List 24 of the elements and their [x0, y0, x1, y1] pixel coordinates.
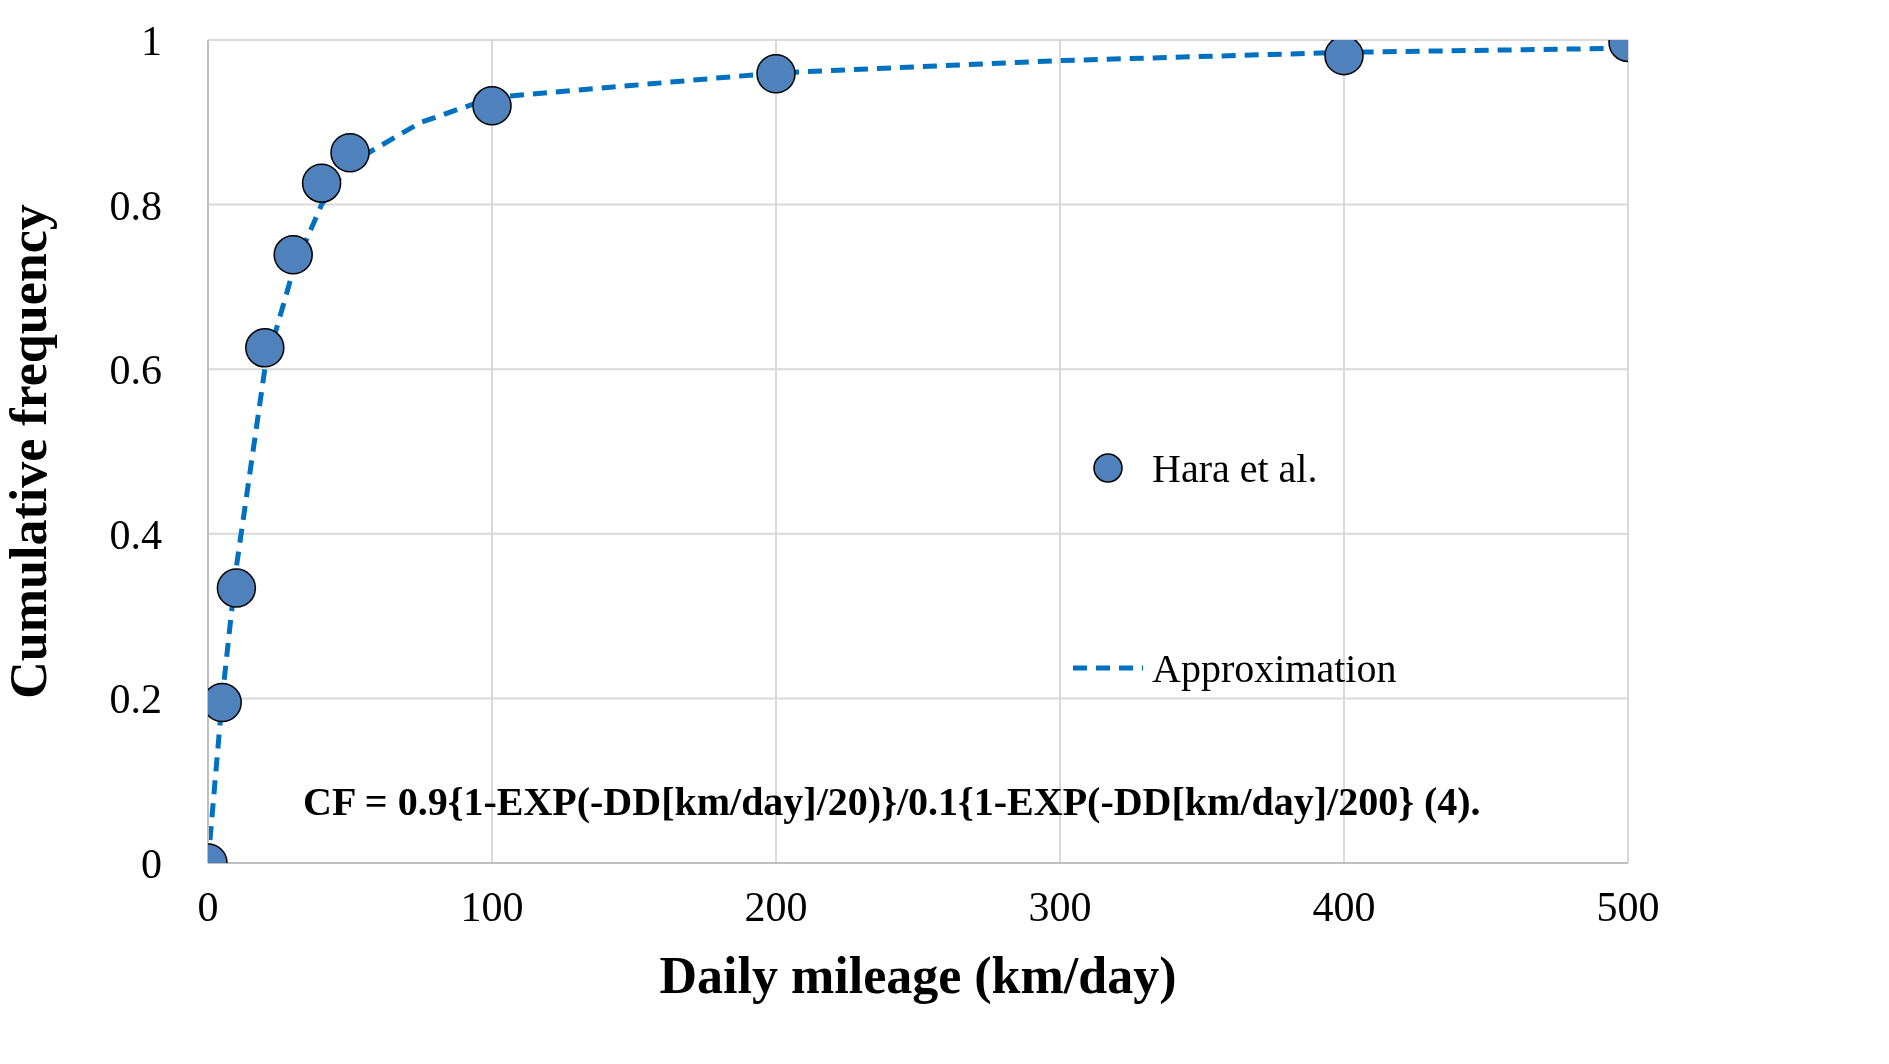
x-tick-label: 500 [1596, 883, 1660, 930]
x-tick-label: 300 [1028, 883, 1092, 930]
annotation: CF = 0.9{1-EXP(-DD[km/day]/20)}/0.1{1-EXP(-DD[km/day]/200} (4). [303, 778, 1481, 825]
y-tick-label: 0.4 [109, 511, 162, 558]
legend-label: Hara et al. [1152, 444, 1318, 492]
y-tick-label: 0.8 [109, 182, 162, 229]
point [472, 86, 512, 126]
x-tick-label: 0 [197, 883, 219, 930]
y-tick-label: 0 [141, 840, 162, 887]
x-tick-label: 200 [744, 883, 808, 930]
point [301, 163, 342, 203]
x-tick-label: 100 [460, 883, 524, 930]
y-tick-label: 1 [141, 17, 162, 64]
x-axis-title: Daily mileage (km/day) [659, 947, 1177, 1005]
legend-label: Approximation [1152, 644, 1397, 692]
point [216, 568, 257, 608]
x-tick-label: 400 [1312, 883, 1376, 930]
point [273, 235, 313, 275]
y-axis-title: Cumulative frequency [0, 204, 58, 699]
point [245, 328, 285, 368]
point [330, 133, 370, 173]
y-tick-label: 0.6 [109, 347, 162, 394]
y-tick-label: 0.2 [109, 676, 162, 723]
point [756, 53, 796, 94]
